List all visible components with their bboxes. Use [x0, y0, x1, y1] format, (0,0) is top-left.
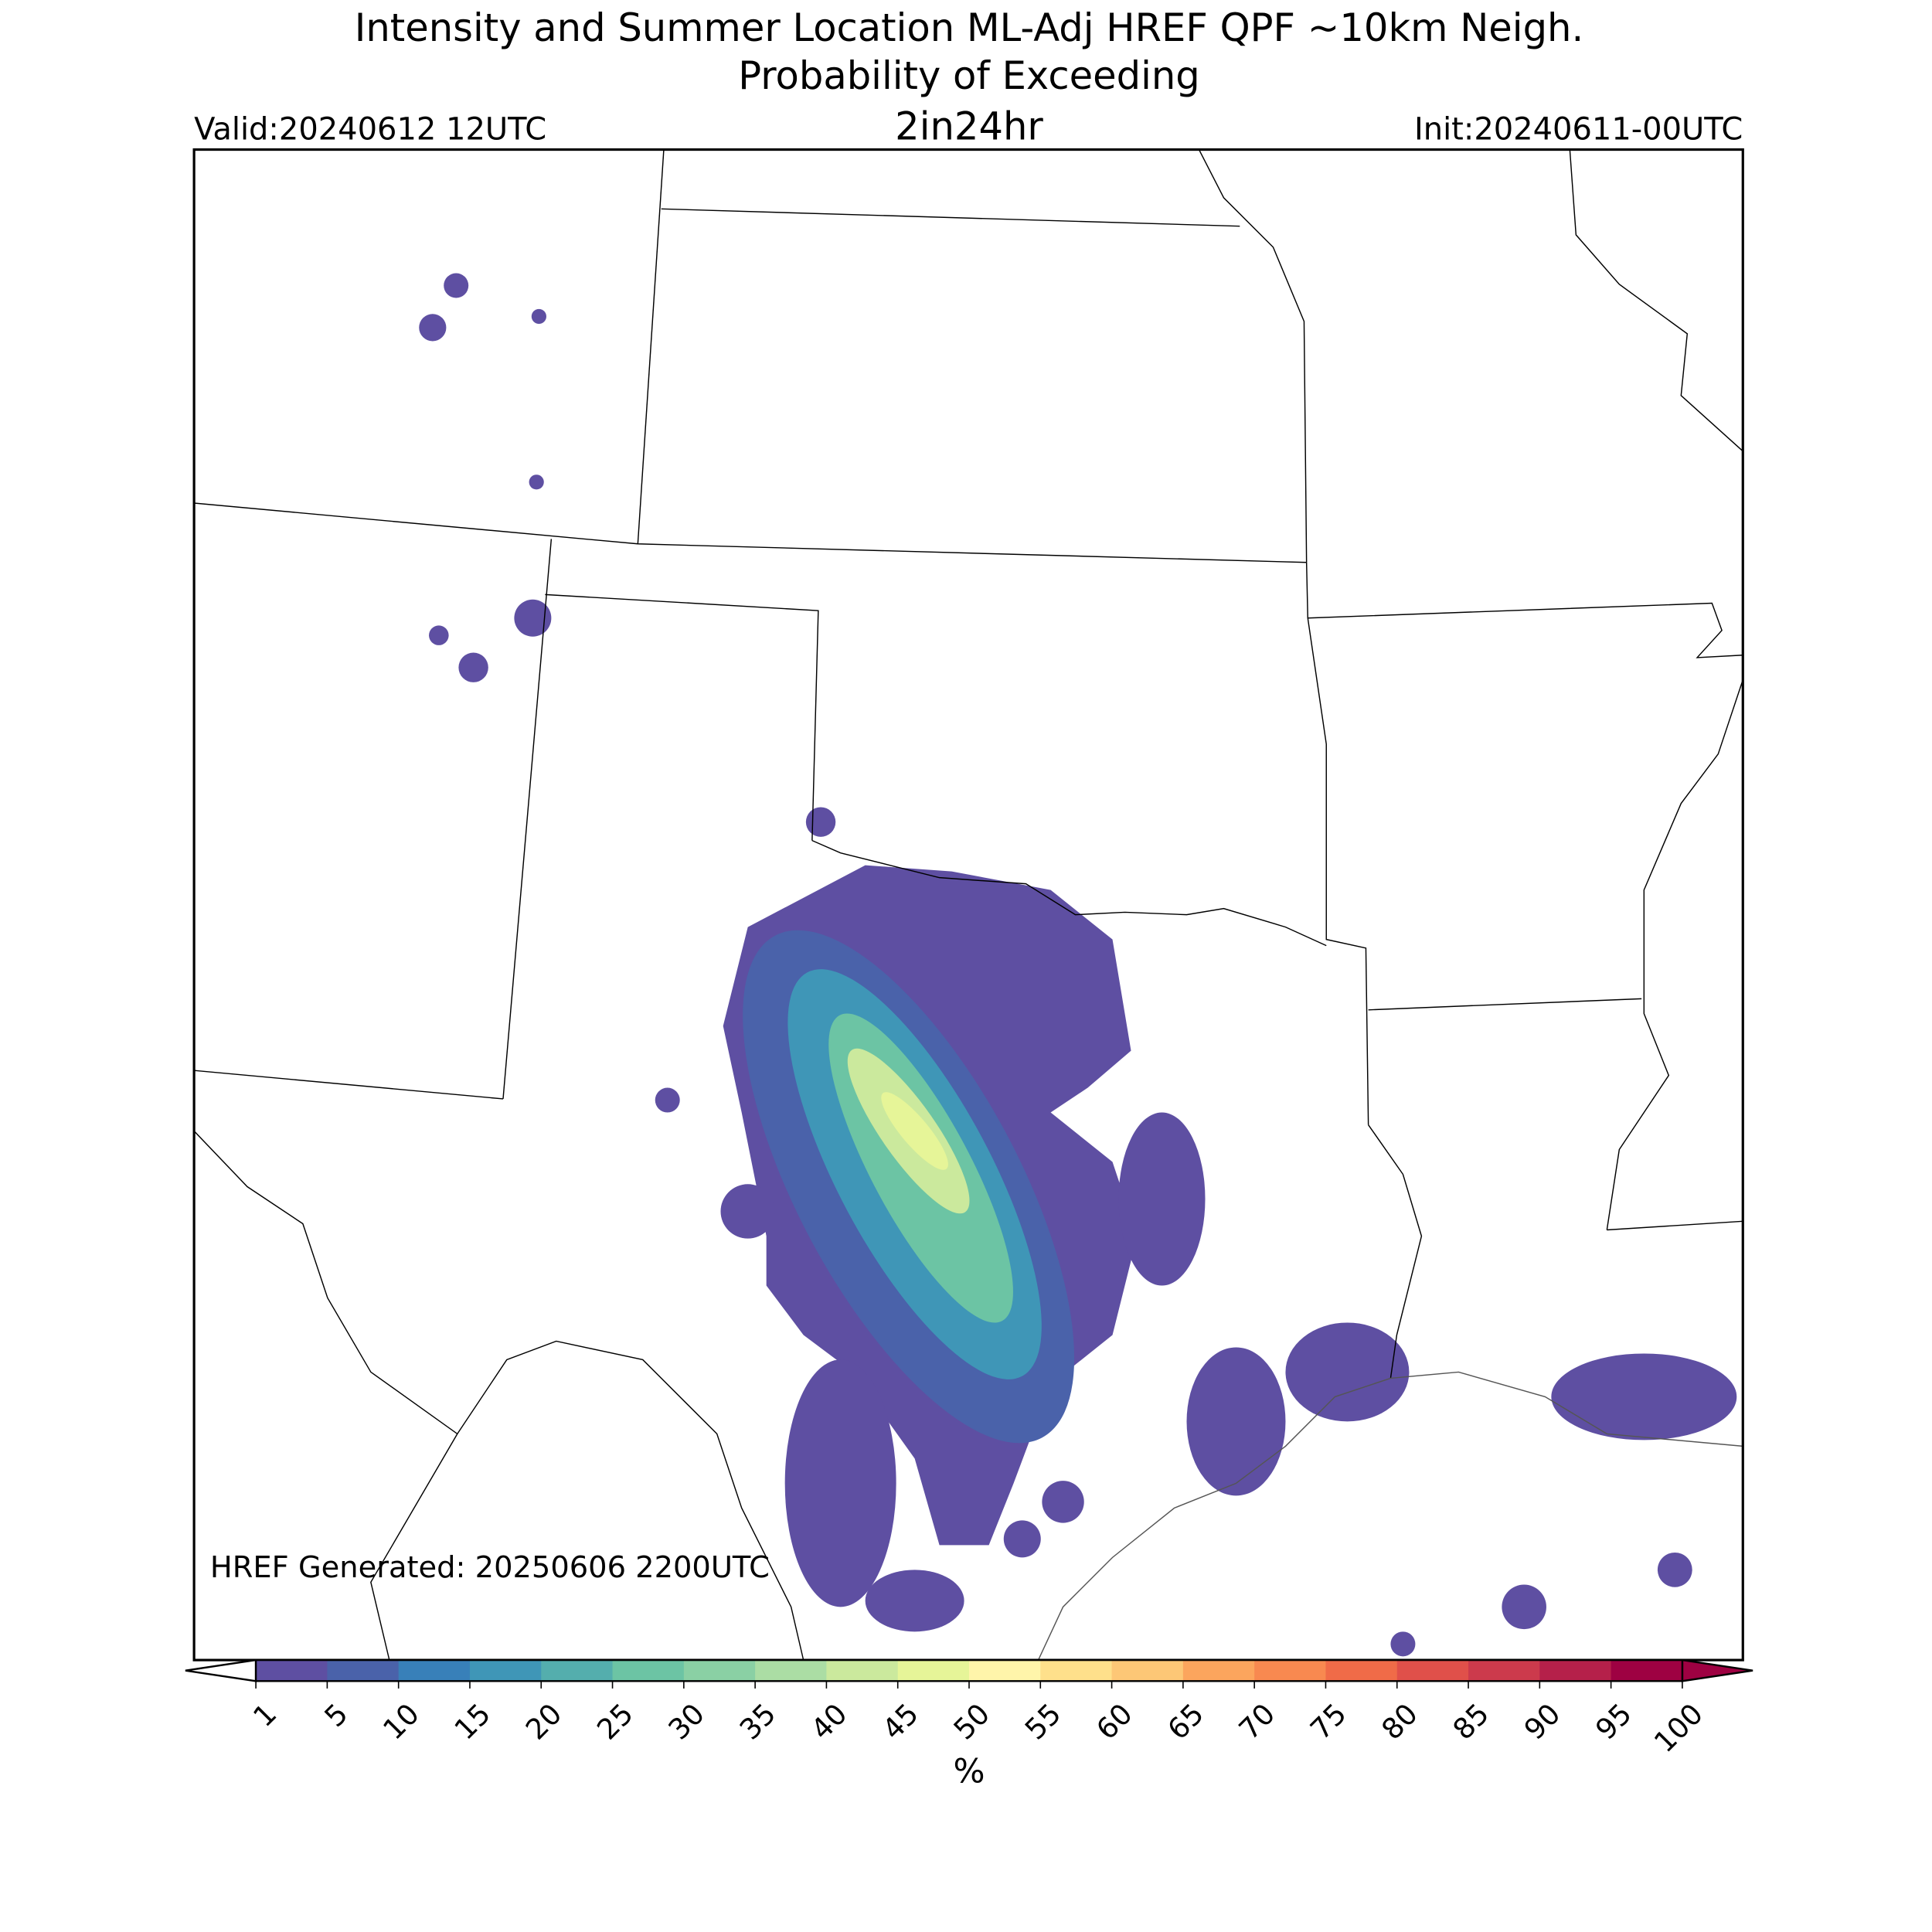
colorbar-segment	[469, 1660, 542, 1682]
colorbar-tick-label: 90	[1518, 1697, 1566, 1746]
colorbar-tick-label: 75	[1304, 1697, 1352, 1746]
colorbar-tick-label: 80	[1375, 1697, 1423, 1746]
colorbar-tick-label: 10	[376, 1697, 425, 1746]
colorbar-segment	[826, 1660, 899, 1682]
title: Intensity and Summer Location ML-Adj HRE…	[355, 5, 1583, 50]
colorbar-tick-label: 65	[1162, 1697, 1210, 1746]
colorbar-tick-label: 45	[876, 1697, 924, 1746]
colorbar-tick-label: 100	[1648, 1697, 1709, 1759]
subtitle: Probability of Exceeding	[738, 53, 1200, 98]
generated-note: HREF Generated: 20250606 2200UTC	[210, 1550, 770, 1585]
colorbar-tick-label: 50	[947, 1697, 996, 1746]
colorbar-segment	[398, 1660, 471, 1682]
colorbar-segment	[1468, 1660, 1540, 1682]
colorbar-tick-label: 1	[247, 1697, 283, 1733]
colorbar-under	[185, 1658, 257, 1682]
valid-time: Valid:20240612 12UTC	[194, 112, 546, 148]
init-time: Init:20240611-00UTC	[1414, 112, 1743, 148]
colorbar-segment	[755, 1660, 827, 1682]
colorbar-segment	[541, 1660, 614, 1682]
colorbar-segment	[897, 1660, 970, 1682]
colorbar-segment	[1539, 1660, 1612, 1682]
colorbar-tick-label: 25	[590, 1697, 639, 1746]
colorbar-tick-label: 5	[318, 1697, 355, 1733]
colorbar-segment	[612, 1660, 685, 1682]
colorbar-tick-label: 30	[662, 1697, 711, 1746]
colorbar-segment	[1040, 1660, 1113, 1682]
colorbar-over	[1681, 1658, 1753, 1682]
colorbar-label: %	[953, 1752, 985, 1791]
colorbar-segment	[327, 1660, 400, 1682]
colorbar: 1 5 10 15 20 25 30 35 40 45 50 55 60 65 70 75 80 85 90 95 10…	[185, 1658, 1753, 1759]
colorbar-segment	[1611, 1660, 1683, 1682]
colorbar-tick-label: 15	[448, 1697, 497, 1746]
map: HREF Generated: 20250606 2200UTC	[194, 149, 1743, 1661]
colorbar-tick-label: 35	[733, 1697, 782, 1746]
colorbar-segment	[1111, 1660, 1184, 1682]
colorbar-tick-label: 85	[1447, 1697, 1495, 1746]
precip-field	[419, 273, 1737, 1657]
colorbar-segment	[1182, 1660, 1255, 1682]
colorbar-tick-label: 20	[519, 1697, 568, 1746]
colorbar-tick-label: 95	[1589, 1697, 1638, 1746]
borders	[194, 149, 1743, 1661]
colorbar-tick-label: 60	[1090, 1697, 1138, 1746]
colorbar-segment	[683, 1660, 756, 1682]
colorbar-tick-label: 70	[1233, 1697, 1281, 1746]
colorbar-segment	[1325, 1660, 1398, 1682]
colorbar-tick-label: 55	[1019, 1697, 1067, 1746]
colorbar-segment	[1254, 1660, 1326, 1682]
threshold: 2in24hr	[895, 104, 1043, 149]
colorbar-segment	[968, 1660, 1041, 1682]
colorbar-tick-label: 40	[804, 1697, 853, 1746]
colorbar-segment	[1396, 1660, 1469, 1682]
colorbar-segment	[256, 1660, 328, 1682]
